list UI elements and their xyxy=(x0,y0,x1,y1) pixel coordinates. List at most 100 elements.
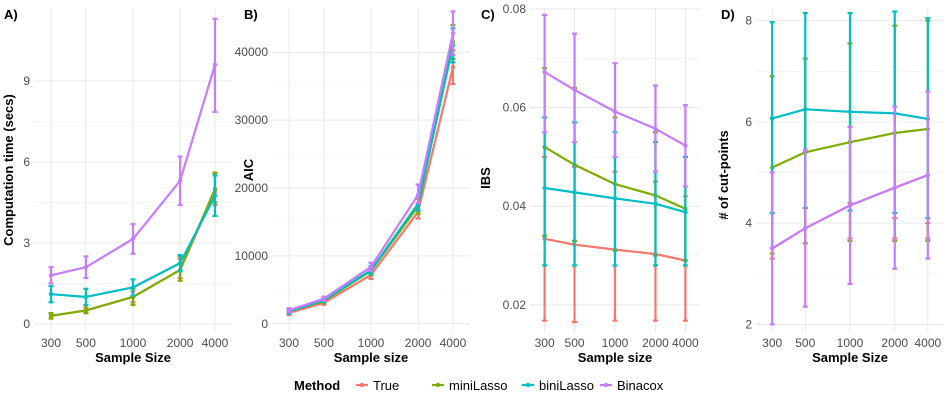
data-point xyxy=(48,313,54,318)
x-tick-label: 500 xyxy=(565,336,585,350)
panel-B: 0 10000 20000 30000 40000 300 500 1000 2000 4000 S… xyxy=(235,7,470,365)
x-tick-label: 2000 xyxy=(881,336,908,350)
data-point xyxy=(653,201,658,206)
x-tick-label: 4000 xyxy=(440,336,467,350)
data-point xyxy=(286,308,292,313)
panel-tag: A) xyxy=(4,7,18,22)
panel-tag: D) xyxy=(721,7,735,22)
legend-item-Binacox: Binacox xyxy=(600,378,664,393)
legend-item-True: True xyxy=(356,378,399,393)
panel-C: 0.02 0.04 0.06 0.08 300 500 1000 2000 4000 Sample… xyxy=(478,2,700,365)
y-axis-title: # of cut-points xyxy=(716,130,731,220)
y-tick-label: 2 xyxy=(745,317,752,331)
legend-key-point xyxy=(359,382,365,388)
x-tick-label: 500 xyxy=(314,336,334,350)
panel-tag: B) xyxy=(244,7,258,22)
data-point xyxy=(321,296,327,301)
y-axis-title: IBS xyxy=(478,167,493,189)
data-point xyxy=(769,116,775,121)
data-point xyxy=(415,192,421,197)
legend-title: Method xyxy=(294,378,340,393)
data-point xyxy=(212,193,218,198)
x-tick-label: 2000 xyxy=(405,336,432,350)
x-tick-label: 500 xyxy=(76,336,96,350)
y-tick-label: 6 xyxy=(745,115,752,129)
data-point xyxy=(83,265,89,270)
legend: Method True miniLasso biniLasso Binacox xyxy=(294,378,664,393)
x-tick-label: 4000 xyxy=(914,336,941,350)
data-point xyxy=(130,285,136,290)
x-tick-label: 300 xyxy=(41,336,61,350)
legend-key-point xyxy=(603,382,609,388)
x-axis-title: Sample Size xyxy=(95,350,171,365)
legend-label: miniLasso xyxy=(449,378,508,393)
x-tick-label: 2000 xyxy=(167,336,194,350)
data-point xyxy=(48,292,54,297)
series-Binacox xyxy=(48,17,218,285)
y-tick-label: 0.04 xyxy=(503,199,527,213)
x-tick-label: 1000 xyxy=(120,336,147,350)
data-point xyxy=(803,107,808,112)
data-point xyxy=(572,190,577,195)
data-point xyxy=(83,308,89,313)
series-Binacox xyxy=(286,10,456,314)
gridlines xyxy=(272,8,470,332)
y-tick-label: 40000 xyxy=(235,45,269,59)
data-point xyxy=(892,185,897,190)
data-point xyxy=(450,64,456,70)
y-tick-label: 6 xyxy=(23,155,30,169)
x-tick-label: 300 xyxy=(535,336,555,350)
data-point xyxy=(572,87,577,93)
data-point xyxy=(83,294,89,300)
data-point xyxy=(925,172,931,178)
data-point xyxy=(542,185,547,191)
data-point xyxy=(683,143,688,148)
data-point xyxy=(847,109,853,114)
legend-key-point xyxy=(435,382,441,388)
y-tick-label: 0.02 xyxy=(503,298,527,312)
data-point xyxy=(450,30,456,36)
y-axis-title: AIC xyxy=(241,158,256,181)
panel-A: 0 3 6 9 300 500 1000 2000 4000 Sample Size Computa… xyxy=(1,7,232,365)
x-tick-label: 500 xyxy=(795,336,815,350)
data-point xyxy=(542,69,547,75)
x-tick-label: 300 xyxy=(762,336,782,350)
y-tick-label: 30000 xyxy=(235,113,269,127)
data-point xyxy=(212,62,218,67)
x-axis-title: Sample size xyxy=(578,350,652,365)
data-point xyxy=(653,126,658,132)
data-point xyxy=(612,109,618,114)
data-point xyxy=(847,203,853,208)
data-point xyxy=(177,260,183,266)
data-point xyxy=(683,209,688,215)
y-tick-label: 4 xyxy=(745,216,752,230)
series-Binacox xyxy=(769,90,931,326)
series-Binacox xyxy=(542,13,688,188)
y-tick-label: 0 xyxy=(23,317,30,331)
data-point xyxy=(612,196,618,201)
y-tick-label: 3 xyxy=(23,236,30,250)
y-axis-title: Computation time (secs) xyxy=(1,94,16,246)
data-point xyxy=(48,273,54,278)
y-tick-label: 20000 xyxy=(235,181,269,195)
y-tick-label: 0 xyxy=(261,317,268,331)
panel-tag: C) xyxy=(481,7,495,22)
y-tick-label: 8 xyxy=(745,14,752,28)
y-tick-label: 9 xyxy=(23,74,30,88)
x-tick-label: 1000 xyxy=(837,336,864,350)
data-point xyxy=(803,226,808,231)
data-point xyxy=(130,236,136,242)
x-tick-label: 2000 xyxy=(642,336,669,350)
data-point xyxy=(769,246,775,251)
y-tick-label: 0.06 xyxy=(503,101,527,115)
y-tick-label: 0.08 xyxy=(503,2,527,16)
legend-key-point xyxy=(525,382,531,388)
x-tick-label: 300 xyxy=(279,336,299,350)
x-tick-label: 1000 xyxy=(358,336,385,350)
series-biniLasso xyxy=(48,174,218,307)
legend-item-biniLasso: biniLasso xyxy=(522,378,594,393)
data-point xyxy=(368,264,374,269)
x-tick-label: 4000 xyxy=(202,336,229,350)
legend-label: True xyxy=(373,378,399,393)
